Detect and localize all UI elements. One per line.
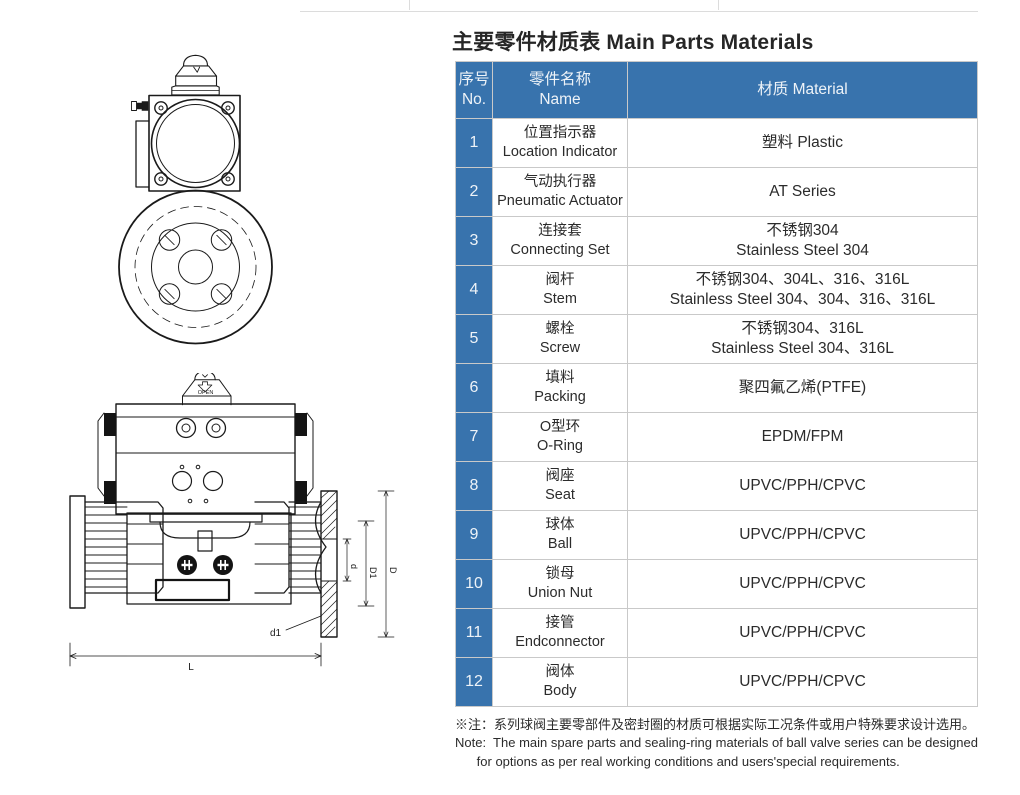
svg-text:d: d <box>349 564 359 569</box>
svg-text:D1: D1 <box>368 567 378 579</box>
svg-text:L: L <box>188 662 194 673</box>
svg-text:D: D <box>388 567 398 574</box>
svg-text:OPEN: OPEN <box>198 390 214 396</box>
svg-text:d1: d1 <box>270 628 282 639</box>
